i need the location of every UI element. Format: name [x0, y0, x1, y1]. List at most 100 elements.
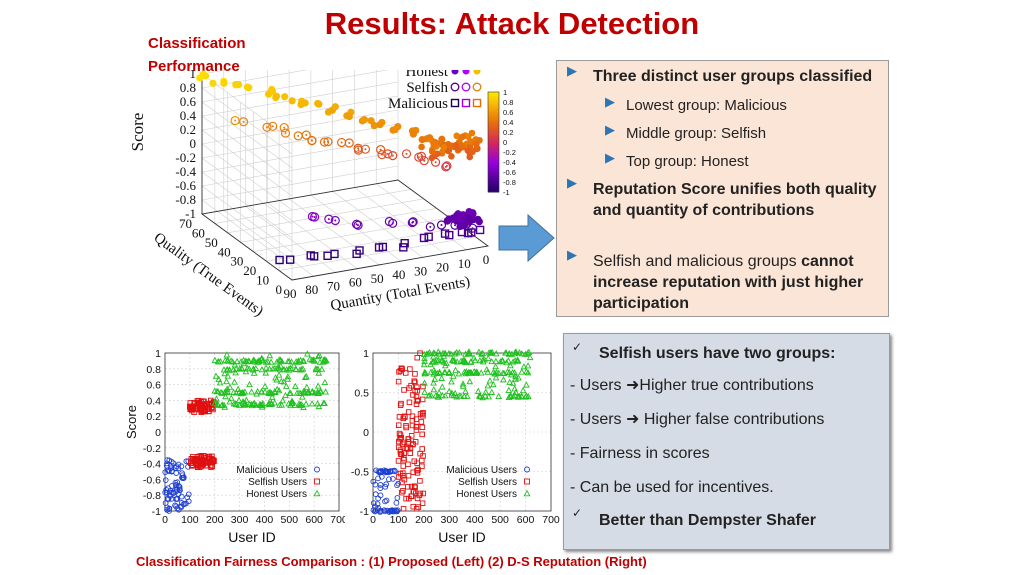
selfish-point	[411, 378, 417, 384]
honest-point	[509, 358, 517, 365]
x-tick-label: 90	[284, 286, 297, 301]
x-tick-label: 0	[162, 514, 168, 526]
honest-point	[420, 350, 428, 357]
colorbar-segment	[488, 158, 499, 161]
legend-label: Selfish Users	[458, 477, 517, 488]
malicious-point	[173, 488, 179, 495]
legend-marker	[450, 98, 460, 108]
honest-point	[248, 388, 255, 395]
honest-point	[433, 150, 441, 158]
honest-point	[467, 358, 475, 365]
honest-point	[432, 391, 440, 399]
honest-point	[312, 366, 320, 373]
honest-point	[250, 365, 257, 372]
honest-point	[222, 393, 229, 400]
selfish-point	[414, 470, 421, 476]
honest-point	[292, 358, 300, 365]
z-tick-label: -0.4	[175, 164, 196, 179]
selfish-dense-point	[475, 218, 483, 226]
selfish-dense-point	[465, 208, 473, 216]
selfish-point	[202, 460, 208, 466]
honest-point	[462, 387, 469, 395]
legend-label: Selfish	[406, 80, 448, 96]
selfish-point	[413, 424, 420, 430]
honest-point	[262, 369, 270, 376]
honest-point	[250, 369, 258, 376]
malicious-point	[164, 457, 171, 463]
honest-point	[272, 93, 280, 102]
honest-point	[445, 387, 453, 394]
malicious-point	[285, 255, 295, 264]
colorbar-segment	[488, 108, 499, 111]
honest-point	[227, 394, 235, 401]
honest-point	[509, 368, 517, 376]
colorbar-segment	[488, 162, 499, 165]
honest-point	[466, 369, 474, 376]
honest-point	[239, 398, 247, 405]
selfish-point-dot	[381, 153, 384, 156]
selfish-point	[205, 405, 211, 412]
honest-point	[258, 366, 266, 373]
x-tick-label: 700	[542, 514, 560, 526]
colorbar-segment	[488, 102, 499, 105]
grid-line	[201, 157, 293, 225]
honest-point	[456, 349, 463, 356]
malicious-point	[177, 503, 184, 510]
colorbar-segment	[488, 164, 499, 167]
colorbar-segment	[488, 166, 499, 169]
legend-marker	[472, 98, 482, 108]
z-tick-label: -0.2	[175, 150, 196, 165]
selfish-point	[405, 472, 412, 479]
x-tick-label: 50	[371, 271, 384, 286]
colorbar-segment	[488, 110, 499, 113]
summary-box: ▶ Three distinct user groups classified …	[556, 60, 889, 317]
selfish-point-dot	[310, 139, 313, 142]
x-tick-label: 400	[256, 514, 274, 526]
honest-point	[435, 389, 443, 396]
selfish-point-dot	[417, 156, 420, 159]
selfish-point	[406, 495, 412, 502]
malicious-point	[383, 468, 390, 475]
grid-line	[201, 171, 293, 239]
x-tick-label: 100	[181, 514, 199, 526]
line-false-post: Higher false contributions	[639, 411, 825, 428]
honest-point	[232, 81, 240, 89]
colorbar-segment	[488, 174, 499, 177]
selfish-point-dot	[444, 165, 447, 168]
honest-point	[215, 375, 223, 382]
honest-point	[211, 356, 219, 363]
honest-point	[229, 358, 236, 365]
malicious-point	[162, 477, 169, 484]
y-tick-label: 30	[230, 254, 243, 269]
honest-point	[440, 144, 448, 151]
selfish-point	[419, 431, 425, 438]
selfish-point	[402, 414, 408, 420]
colorbar-segment	[488, 130, 499, 133]
honest-point	[245, 365, 253, 372]
honest-point	[430, 349, 437, 356]
honest-point	[499, 357, 507, 364]
selfish-point	[268, 121, 278, 131]
honest-point	[288, 398, 296, 405]
colorbar-segment	[488, 182, 499, 185]
malicious-point	[172, 502, 178, 509]
malicious-point	[166, 492, 173, 499]
honest-point	[507, 362, 514, 369]
honest-point	[476, 357, 484, 364]
grid-line	[201, 143, 293, 211]
y-tick-label: 20	[243, 263, 256, 278]
honest-point	[432, 358, 439, 365]
selfish-point	[396, 430, 403, 437]
selfish-point	[401, 387, 407, 393]
selfish-point-dot	[348, 142, 351, 145]
grid-line	[201, 73, 293, 141]
selfish-point	[310, 212, 320, 222]
selfish-point	[414, 384, 420, 390]
honest-point	[524, 369, 532, 376]
honest-point	[514, 393, 522, 400]
colorbar-segment	[488, 112, 499, 115]
x-tick-label: 70	[327, 278, 340, 293]
honest-point	[511, 385, 519, 392]
honest-point	[278, 357, 286, 365]
colorbar-segment	[488, 176, 499, 179]
